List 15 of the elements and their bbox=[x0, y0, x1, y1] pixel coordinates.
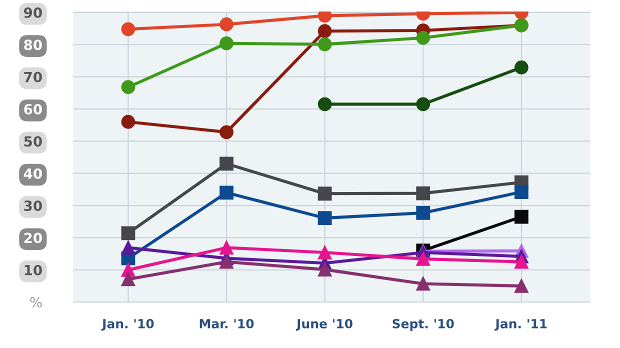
x-tick-label: Sept. '10 bbox=[392, 318, 454, 331]
y-tick-label: 30 bbox=[24, 200, 42, 211]
y-tick-label: 80 bbox=[24, 40, 42, 50]
y-tick-label: 90 bbox=[24, 7, 42, 18]
y-tick-label: 70 bbox=[24, 72, 42, 82]
y-tick-label: 10 bbox=[24, 264, 42, 276]
y-tick-label: 60 bbox=[24, 104, 42, 114]
x-tick-label: Jan. '11 bbox=[494, 319, 547, 331]
y-tick-label: 40 bbox=[24, 168, 42, 179]
x-tick-label: Mar. '10 bbox=[200, 318, 254, 328]
x-tick-label: Jan. '10 bbox=[101, 318, 154, 331]
y-tick-label: 20 bbox=[24, 232, 42, 244]
x-tick-label: June '10 bbox=[296, 318, 352, 331]
y-tick-label: % bbox=[30, 297, 42, 308]
y-tick-label: 50 bbox=[24, 136, 42, 147]
